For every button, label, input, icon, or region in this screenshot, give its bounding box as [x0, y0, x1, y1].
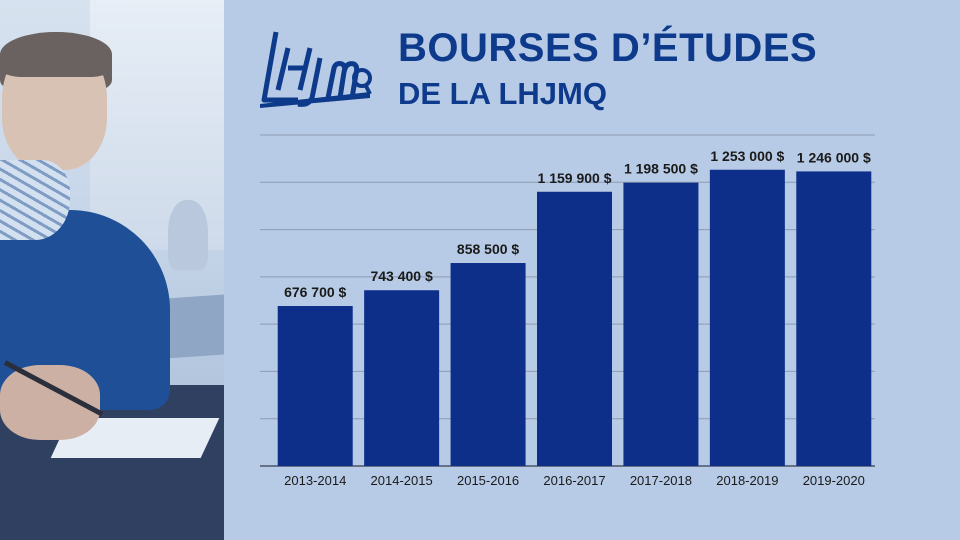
data-label-2014-2015: 743 400 $: [370, 268, 432, 284]
page-subtitle: DE LA LHJMQ: [398, 76, 607, 111]
x-tick-label-2014-2015: 2014-2015: [371, 473, 433, 488]
data-label-2016-2017: 1 159 900 $: [538, 170, 612, 186]
x-tick-label-2019-2020: 2019-2020: [803, 473, 865, 488]
photo-student-hair-top: [0, 32, 112, 77]
data-label-2019-2020: 1 246 000 $: [797, 149, 871, 165]
data-label-2018-2019: 1 253 000 $: [710, 148, 784, 164]
data-label-2015-2016: 858 500 $: [457, 241, 519, 257]
student-photo: [0, 0, 224, 540]
bar-2016-2017: [537, 191, 612, 467]
data-label-2013-2014: 676 700 $: [284, 284, 346, 300]
x-tick-label-2016-2017: 2016-2017: [543, 473, 605, 488]
x-tick-label-2013-2014: 2013-2014: [284, 473, 346, 488]
x-tick-label-2015-2016: 2015-2016: [457, 473, 519, 488]
lhjmq-logo: [260, 31, 372, 108]
bar-2018-2019: [709, 169, 785, 466]
bar-2015-2016: [450, 263, 526, 466]
x-tick-label-2018-2019: 2018-2019: [716, 473, 778, 488]
page-title: BOURSES D’ÉTUDES: [398, 26, 818, 70]
photo-background-student: [168, 200, 208, 270]
bar-2013-2014: [277, 306, 353, 466]
data-label-2017-2018: 1 198 500 $: [624, 161, 698, 177]
bar-2014-2015: [364, 290, 440, 466]
photo-face-mask: [0, 160, 70, 240]
bar-2017-2018: [623, 182, 699, 466]
bar-2019-2020: [796, 171, 872, 466]
x-tick-label-2017-2018: 2017-2018: [630, 473, 692, 488]
